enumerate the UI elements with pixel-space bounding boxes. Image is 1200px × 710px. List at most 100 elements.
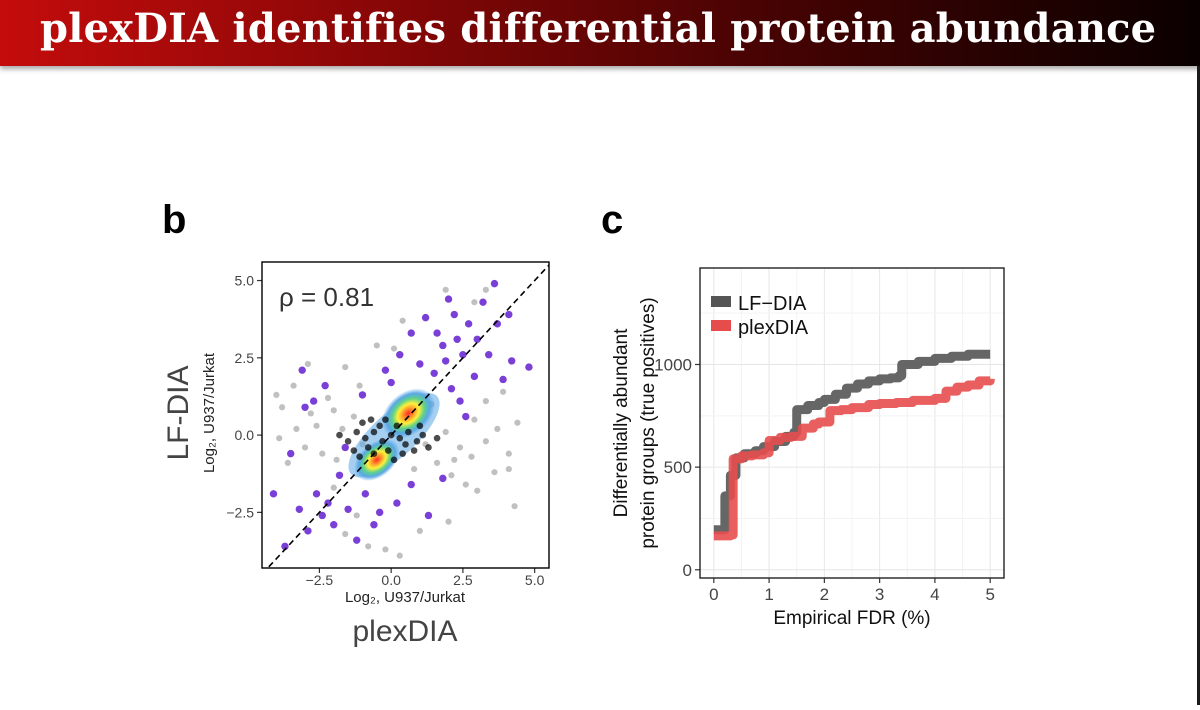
scatter-point-background xyxy=(399,317,406,324)
scatter-point-background xyxy=(456,444,464,451)
line-y-tick-label: 1000 xyxy=(654,355,692,374)
scatter-plot-area xyxy=(266,264,549,568)
scatter-point-background xyxy=(505,465,512,473)
scatter-point-dense xyxy=(384,447,392,454)
scatter-point-highlight xyxy=(439,474,447,483)
scatter-point-background xyxy=(442,428,449,436)
scatter-point-background xyxy=(301,444,309,451)
scatter-point-highlight xyxy=(459,351,467,359)
scatter-point-highlight xyxy=(304,527,312,535)
scatter-y-tick-label: −2.5 xyxy=(226,504,254,520)
scatter-point-highlight xyxy=(381,366,390,374)
scatter-point-highlight xyxy=(505,310,513,319)
scatter-y-sublabel: Log₂, U937/Jurkat xyxy=(201,352,218,473)
scatter-point-highlight xyxy=(456,397,464,405)
scatter-point-background xyxy=(499,388,507,395)
scatter-point-highlight xyxy=(375,508,384,517)
scatter-point-dense xyxy=(336,431,343,439)
scatter-y-label: LF-DIA xyxy=(162,365,195,460)
line-x-tick-label: 0 xyxy=(709,585,718,604)
scatter-point-background xyxy=(350,413,357,420)
scatter-point-highlight xyxy=(424,511,433,520)
scatter-point-dense xyxy=(419,431,427,439)
scatter-x-tick-label: 2.5 xyxy=(453,572,473,588)
scatter-point-background xyxy=(324,394,332,402)
line-x-tick-label: 3 xyxy=(875,585,884,604)
scatter-point-highlight xyxy=(421,313,430,322)
scatter-point-highlight xyxy=(301,403,309,411)
scatter-point-background xyxy=(416,527,423,535)
scatter-point-background xyxy=(382,546,389,553)
line-y-label-line2: protein groups (true positives) xyxy=(638,297,659,548)
scatter-point-highlight xyxy=(393,499,401,507)
scatter-point-highlight xyxy=(439,341,447,350)
scatter-point-background xyxy=(471,299,478,306)
scatter-point-highlight xyxy=(464,320,473,328)
scatter-point-dense xyxy=(362,434,369,442)
slide-right-border xyxy=(1197,66,1200,705)
scatter-point-highlight xyxy=(309,397,318,405)
scatter-point-background xyxy=(307,410,314,417)
scatter-point-dense xyxy=(396,434,404,442)
scatter-point-highlight xyxy=(470,372,479,381)
scatter-point-background xyxy=(462,481,469,488)
scatter-point-dense xyxy=(350,447,358,454)
scatter-point-dense xyxy=(370,428,378,436)
scatter-identity-line xyxy=(266,264,549,568)
scatter-point-highlight xyxy=(387,378,395,387)
scatter-point-background xyxy=(304,360,312,368)
slide-title: plexDIA identifies differential protein … xyxy=(40,5,1157,52)
scatter-frame xyxy=(261,261,550,569)
scatter-point-highlight xyxy=(370,521,378,529)
scatter-x-tick-label: 0.0 xyxy=(381,572,401,588)
line-x-tick-label: 1 xyxy=(764,585,773,604)
scatter-point-highlight xyxy=(479,298,487,306)
scatter-point-background xyxy=(471,416,478,423)
scatter-point-highlight xyxy=(444,295,453,303)
scatter-point-dense xyxy=(382,416,389,423)
scatter-point-highlight xyxy=(507,357,516,365)
scatter-point-highlight xyxy=(407,329,415,337)
scatter-point-background xyxy=(505,450,512,457)
scatter-point-background xyxy=(273,391,280,399)
scatter-point-highlight xyxy=(344,505,352,513)
scatter-point-background xyxy=(468,453,475,460)
scatter-point-highlight xyxy=(330,521,338,529)
scatter-x-tick-label: −2.5 xyxy=(306,572,334,588)
scatter-point-highlight xyxy=(341,443,349,452)
scatter-point-highlight xyxy=(525,363,533,371)
scatter-point-highlight xyxy=(312,490,321,498)
line-y-tick-label: 500 xyxy=(664,458,692,477)
scatter-point-highlight xyxy=(441,357,450,365)
line-y-label-line1: Differentially abundant xyxy=(611,328,632,517)
scatter-point-highlight xyxy=(361,490,370,498)
scatter-rho-annotation: ρ = 0.81 xyxy=(279,282,374,312)
scatter-point-background xyxy=(482,397,489,405)
scatter-point-background xyxy=(482,286,489,293)
scatter-point-highlight xyxy=(287,449,295,458)
scatter-point-background xyxy=(290,382,297,389)
scatter-point-background xyxy=(353,512,360,519)
line-series-plexdia xyxy=(713,376,995,541)
scatter-point-background xyxy=(411,465,418,473)
line-frame xyxy=(699,267,1005,579)
scatter-point-background xyxy=(276,435,283,442)
scatter-point-highlight xyxy=(499,375,507,384)
scatter-point-highlight xyxy=(407,480,415,489)
line-y-tick-label: 0 xyxy=(683,561,692,580)
scatter-point-dense xyxy=(399,450,406,457)
line-x-tick-label: 4 xyxy=(930,585,939,604)
panel-b-label: b xyxy=(162,198,186,242)
scatter-point-background xyxy=(451,456,458,463)
scatter-point-background xyxy=(330,407,337,414)
scatter-point-background xyxy=(396,552,403,559)
scatter-point-highlight xyxy=(433,329,441,337)
scatter-point-background xyxy=(339,425,346,433)
scatter-point-background xyxy=(482,438,489,445)
scatter-point-background xyxy=(365,543,372,550)
line-legend: LF−DIA plexDIA xyxy=(711,293,809,339)
scatter-point-highlight xyxy=(335,471,344,479)
scatter-y-tick-label: 5.0 xyxy=(235,273,255,289)
line-x-tick-label: 5 xyxy=(985,585,994,604)
